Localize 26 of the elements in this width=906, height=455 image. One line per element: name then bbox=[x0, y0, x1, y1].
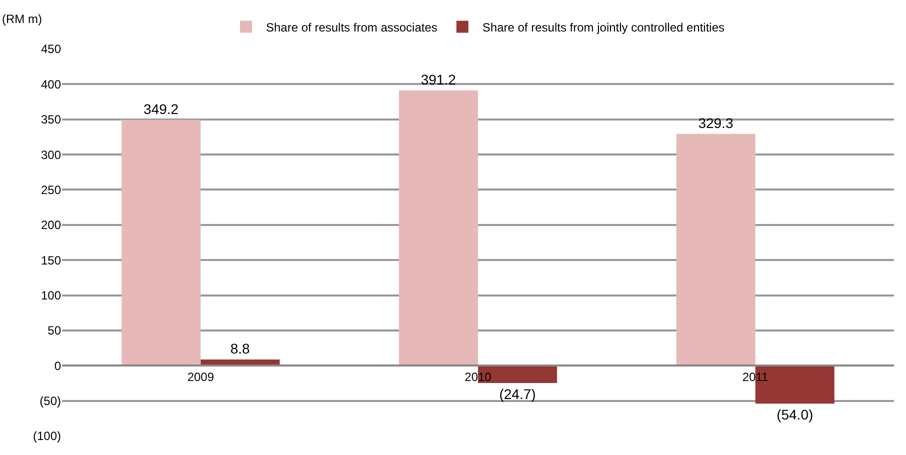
y-tick-label: 200 bbox=[40, 218, 62, 232]
legend-label: Share of results from jointly controlled entities bbox=[482, 20, 725, 34]
y-tick-label: 0 bbox=[54, 358, 62, 373]
y-tick-label: 50 bbox=[48, 324, 62, 338]
data-label: 391.2 bbox=[420, 71, 456, 88]
y-tick-label: 350 bbox=[40, 112, 62, 127]
y-tick-label: 250 bbox=[40, 182, 62, 197]
y-axis-title: (RM m) bbox=[2, 12, 42, 26]
y-tick-label: 400 bbox=[40, 77, 62, 92]
y-tick-label: 100 bbox=[40, 288, 62, 302]
data-label: (54.0) bbox=[776, 406, 814, 423]
data-label: 329.3 bbox=[698, 114, 734, 131]
y-tick-label: 300 bbox=[40, 148, 62, 162]
y-tick-label: 450 bbox=[40, 42, 62, 56]
bar bbox=[676, 134, 756, 366]
legend-label: Share of results from associates bbox=[266, 20, 438, 34]
x-tick-label: 2009 bbox=[187, 370, 214, 384]
data-label: (24.7) bbox=[499, 386, 536, 402]
bar bbox=[398, 90, 478, 366]
x-tick-label: 2010 bbox=[464, 370, 492, 384]
y-tick-label: (50) bbox=[40, 394, 61, 408]
y-tick-label: 150 bbox=[40, 253, 62, 268]
data-label: 349.2 bbox=[144, 100, 179, 117]
bar bbox=[122, 120, 201, 366]
data-label: 8.8 bbox=[230, 340, 250, 356]
y-tick-label: (100) bbox=[32, 429, 61, 444]
